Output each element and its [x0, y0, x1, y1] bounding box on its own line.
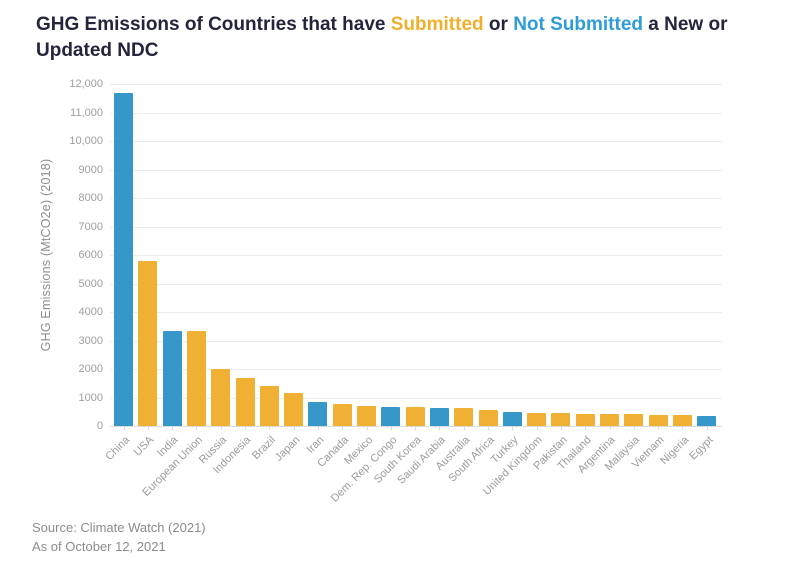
title-submitted-word: Submitted — [390, 14, 484, 35]
bar-brazil — [259, 385, 279, 426]
gridline-8000 — [110, 198, 722, 199]
bar-india — [162, 330, 182, 426]
bar-south-korea — [405, 406, 425, 426]
y-tick-label-4000: 4000 — [78, 306, 103, 318]
bar-russia — [211, 369, 231, 426]
title-connector: or — [488, 14, 508, 35]
bar-canada — [332, 404, 352, 426]
gridline-11000 — [110, 112, 722, 114]
x-tick-mark-indonesia — [245, 426, 246, 430]
y-tick-label-8000: 8000 — [78, 192, 103, 204]
x-tick-mark-vietnam — [658, 426, 660, 430]
bar-saudi-arabia — [429, 407, 449, 426]
x-tick-mark-saudi-arabia — [439, 426, 441, 430]
x-tick-mark-canada — [342, 426, 344, 430]
gridline-7000 — [110, 226, 722, 228]
title-not-submitted-word: Not Submitted — [513, 14, 644, 35]
x-tick-label-japan: Japan — [272, 434, 303, 464]
y-tick-label-6000: 6000 — [78, 249, 103, 261]
y-tick-label-2000: 2000 — [78, 363, 103, 375]
x-tick-mark-brazil — [269, 426, 271, 430]
y-tick-label-11000: 11,000 — [70, 106, 103, 119]
x-tick-mark-thailand — [585, 426, 587, 430]
x-tick-mark-turkey — [512, 426, 514, 430]
x-tick-label-china: China — [103, 434, 132, 463]
title-line2: Updated NDC — [36, 40, 159, 61]
y-tick-label-0: 0 — [96, 420, 103, 432]
gridline-12000 — [110, 84, 722, 85]
x-tick-mark-argentina — [609, 426, 611, 430]
gridline-6000 — [110, 255, 722, 256]
y-tick-label-5000: 5000 — [78, 277, 103, 290]
bar-argentina — [600, 414, 619, 426]
y-tick-label-7000: 7000 — [78, 220, 103, 233]
x-tick-mark-nigeria — [682, 426, 684, 430]
bar-south-africa — [478, 410, 498, 426]
bar-australia — [454, 408, 474, 426]
bar-egypt — [697, 416, 717, 426]
x-tick-mark-pakistan — [560, 426, 562, 430]
bar-turkey — [502, 411, 522, 426]
x-tick-mark-south-africa — [488, 426, 489, 430]
bar-dem-rep-congo — [381, 406, 401, 426]
x-tick-mark-russia — [220, 426, 222, 430]
x-tick-label-egypt: Egypt — [686, 434, 716, 463]
x-tick-mark-malaysia — [633, 426, 635, 430]
source-line: Source: Climate Watch (2021) — [32, 520, 206, 535]
bar-japan — [284, 393, 304, 426]
bar-iran — [308, 402, 328, 426]
y-tick-label-12000: 12,000 — [69, 78, 103, 90]
y-tick-label-1000: 1000 — [78, 391, 103, 404]
source-note: Source: Climate Watch (2021) As of Octob… — [32, 518, 206, 556]
y-tick-label-9000: 9000 — [78, 163, 103, 176]
bar-chart-plot-area: China USA India European Union Russia Indones… — [103, 84, 722, 505]
gridline-4000 — [110, 312, 722, 313]
x-tick-mark-japan — [293, 426, 295, 430]
bar-china — [114, 92, 133, 426]
bar-nigeria — [672, 414, 692, 426]
x-tick-label-usa: USA — [131, 434, 157, 459]
x-tick-mark-usa — [147, 426, 149, 430]
bar-thailand — [575, 413, 595, 426]
chart-title: GHG Emissions of Countries that have Sub… — [36, 12, 756, 64]
x-tick-mark-european-union — [196, 426, 198, 430]
x-tick-mark-australia — [463, 426, 465, 430]
as-of-line: As of October 12, 2021 — [32, 539, 166, 554]
bar-european-union — [186, 331, 206, 426]
title-suffix-line1: a New or — [648, 14, 728, 35]
bar-vietnam — [648, 414, 668, 426]
x-tick-label-brazil: Brazil — [249, 434, 278, 462]
bar-malaysia — [624, 414, 644, 426]
gridline-5000 — [110, 283, 722, 285]
bar-pakistan — [551, 413, 571, 426]
x-tick-mark-dem-rep-congo — [390, 426, 392, 430]
bar-indonesia — [235, 377, 255, 426]
x-tick-mark-mexico — [366, 426, 368, 430]
bar-mexico — [357, 406, 376, 426]
x-tick-mark-egypt — [706, 426, 708, 430]
bar-usa — [138, 260, 158, 426]
gridline-1000 — [110, 397, 722, 399]
x-tick-mark-united-kingdom — [536, 426, 538, 430]
gridline-10000 — [110, 141, 722, 142]
bar-united-kingdom — [527, 413, 547, 426]
gridline-3000 — [110, 340, 722, 342]
y-tick-label-3000: 3000 — [78, 334, 103, 347]
x-tick-mark-iran — [317, 426, 319, 430]
x-tick-mark-india — [172, 426, 174, 430]
x-tick-mark-south-korea — [415, 426, 417, 430]
title-prefix: GHG Emissions of Countries that have — [36, 14, 386, 35]
y-tick-label-10000: 10,000 — [69, 135, 103, 147]
gridline-2000 — [110, 369, 722, 370]
gridline-9000 — [110, 169, 722, 171]
x-tick-mark-china — [123, 426, 125, 430]
